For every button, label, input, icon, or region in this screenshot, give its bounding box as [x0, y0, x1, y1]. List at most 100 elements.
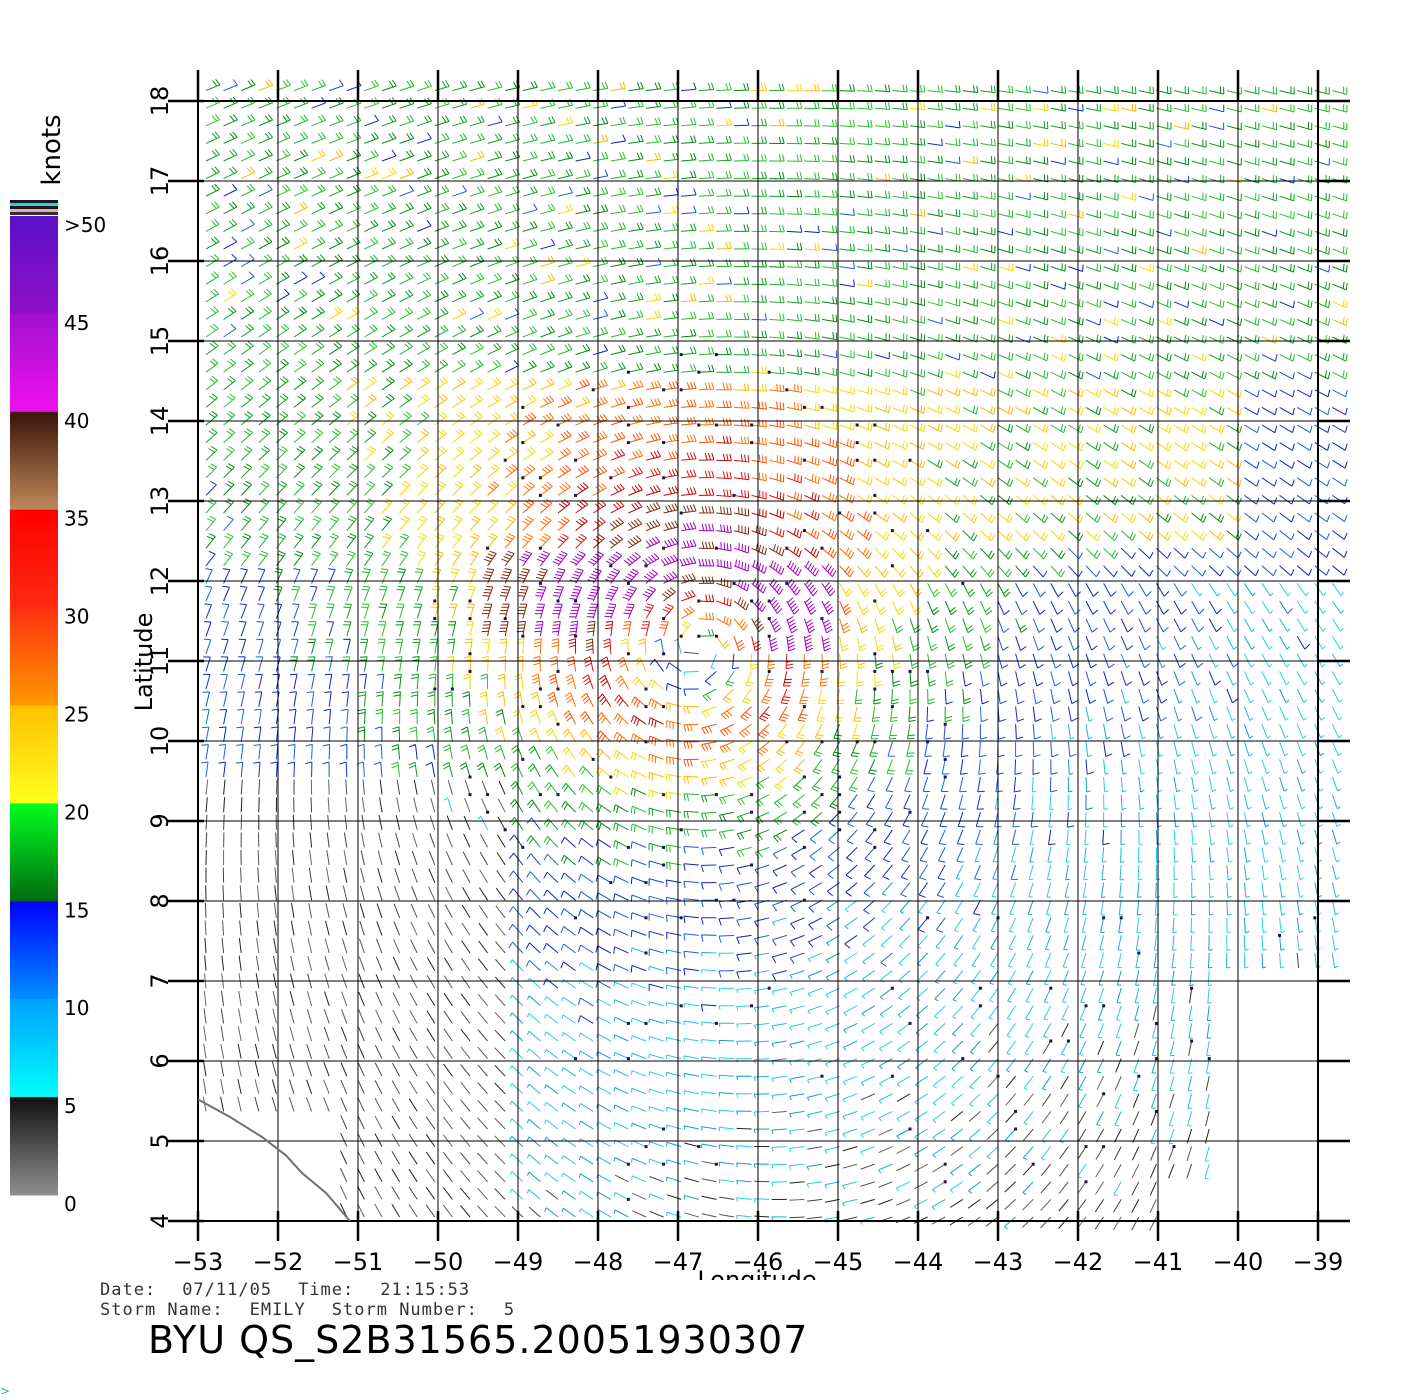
- wind-barb: [857, 138, 872, 145]
- wind-barb: [579, 766, 593, 777]
- wind-barb: [1051, 707, 1060, 722]
- wind-barb: [734, 619, 748, 631]
- wind-barb: [1332, 531, 1347, 540]
- wind-barb: [664, 451, 679, 460]
- wind-barb: [791, 865, 804, 877]
- wind-barb: [1121, 513, 1136, 523]
- wind-barb: [910, 566, 924, 578]
- wind-barb: [452, 325, 465, 337]
- wind-barb: [593, 535, 604, 549]
- wind-barb: [864, 883, 875, 897]
- wind-barb: [435, 516, 445, 530]
- wind-barb: [1046, 918, 1051, 933]
- wind-barb: [945, 316, 960, 324]
- rain-flag: [539, 476, 542, 479]
- wind-barb: [1280, 707, 1289, 721]
- wind-barb: [719, 1075, 734, 1079]
- wind-barb: [757, 759, 769, 772]
- wind-barb: [382, 115, 396, 126]
- wind-barb: [872, 707, 880, 722]
- wind-barb: [646, 520, 660, 531]
- wind-barb: [910, 619, 921, 633]
- wind-barb: [614, 1017, 628, 1023]
- wind-barb: [937, 900, 946, 914]
- wind-barb: [224, 114, 238, 126]
- wind-barb: [505, 395, 518, 407]
- wind-barb: [1297, 353, 1312, 361]
- wind-barb: [1174, 406, 1189, 414]
- wind-barb: [664, 434, 679, 443]
- wind-barb: [752, 207, 767, 214]
- wind-barb: [562, 1138, 576, 1147]
- wind-barb: [461, 1029, 470, 1041]
- wind-barb: [1121, 777, 1126, 792]
- wind-barb: [223, 885, 224, 900]
- wind-barb: [452, 429, 464, 442]
- wind-barb: [681, 259, 696, 267]
- wind-barb: [259, 254, 272, 266]
- wind-barb: [379, 815, 382, 830]
- wind-barb: [340, 762, 347, 777]
- wind-barb: [1068, 707, 1077, 722]
- rain-flag: [873, 424, 876, 427]
- rain-flag: [521, 476, 524, 479]
- wind-barb: [1332, 495, 1347, 504]
- wind-barb: [1227, 335, 1242, 343]
- wind-barb: [593, 466, 607, 478]
- wind-barb: [400, 412, 412, 425]
- wind-barb: [470, 534, 479, 549]
- wind-barb: [312, 307, 325, 320]
- wind-barb: [488, 360, 501, 372]
- wind-barb: [1280, 122, 1295, 130]
- wind-barb: [1065, 883, 1069, 898]
- wind-barb: [509, 853, 522, 865]
- wind-barb: [1051, 246, 1066, 254]
- wind-barb: [499, 656, 506, 671]
- rain-flag: [733, 582, 736, 585]
- wind-barb: [896, 1182, 910, 1191]
- wind-barb: [1086, 548, 1100, 559]
- wind-barb: [593, 205, 608, 214]
- wind-barb: [1280, 335, 1295, 343]
- wind-barb: [822, 261, 837, 268]
- wind-barb: [1280, 724, 1289, 738]
- wind-barb: [649, 1037, 664, 1042]
- wind-barb: [919, 900, 928, 913]
- wind-barb: [1262, 282, 1277, 290]
- wind-barb: [738, 759, 752, 771]
- wind-barb: [576, 222, 591, 232]
- wind-barb: [928, 548, 942, 559]
- wind-barb: [576, 448, 589, 460]
- wind-barb: [1016, 281, 1031, 289]
- wind-barb: [684, 986, 699, 990]
- wind-barb: [358, 1168, 365, 1181]
- wind-barb: [1104, 442, 1119, 450]
- wind-barb: [460, 1170, 470, 1182]
- wind-barb: [540, 204, 555, 214]
- wind-barb: [664, 118, 679, 126]
- wind-barb: [614, 1087, 628, 1093]
- wind-barb: [400, 377, 413, 390]
- wind-barb: [716, 295, 731, 302]
- wind-barb: [1051, 601, 1063, 615]
- wind-barb: [309, 868, 311, 883]
- wind-barb: [527, 1137, 540, 1147]
- wind-barb: [902, 830, 910, 845]
- wind-barb: [840, 548, 854, 559]
- wind-barb: [470, 273, 484, 284]
- rain-flag: [1137, 952, 1140, 955]
- wind-barb: [1315, 140, 1329, 148]
- wind-barb: [1174, 847, 1179, 862]
- wind-barb: [800, 689, 809, 704]
- wind-barb: [393, 709, 400, 724]
- rain-flag: [1085, 1145, 1088, 1148]
- wind-barb: [885, 812, 893, 827]
- wind-barb: [632, 1018, 647, 1023]
- wind-barb: [879, 1147, 893, 1153]
- wind-barb: [414, 586, 422, 601]
- wind-barb: [393, 1028, 400, 1041]
- wind-barb: [664, 311, 679, 319]
- wind-barb: [857, 619, 868, 633]
- wind-barb: [951, 1147, 963, 1156]
- wind-barb: [505, 221, 519, 231]
